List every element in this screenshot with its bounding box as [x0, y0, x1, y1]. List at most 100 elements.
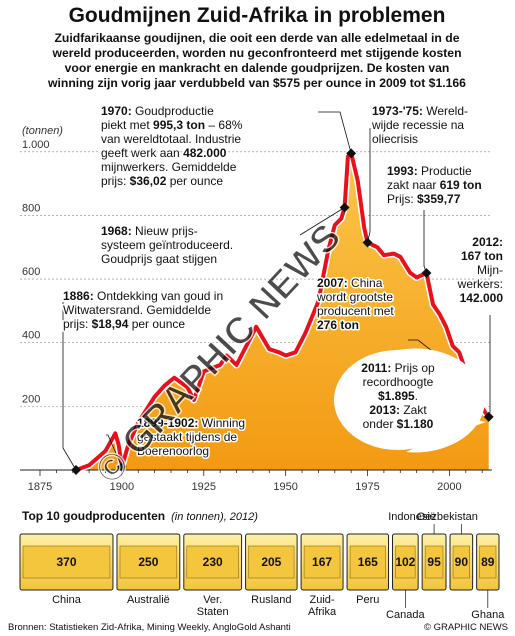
- annotation-line: onder $1.180: [363, 417, 434, 431]
- bar-inner: [119, 545, 178, 579]
- annotation-text: 1886:: [63, 289, 94, 303]
- annotation-text: – 68%: [205, 118, 243, 132]
- y-tick-label: 800: [22, 202, 40, 214]
- annotation-text: Zakt: [400, 403, 427, 417]
- annotation-1973: 1973-'75: Wereld-wijde recessie naoliecr…: [370, 103, 470, 148]
- annotation-line: Boerenoorlog: [137, 444, 209, 458]
- annotation-text: Winning: [198, 416, 245, 430]
- y-tick-label: 200: [22, 393, 40, 405]
- annotation-text: producent met: [317, 304, 394, 318]
- annotation-text: 2011:: [361, 361, 391, 375]
- intro-line: Zuidfarikaanse goudijnen, die ooit een d…: [54, 31, 459, 45]
- bar-inner: [248, 545, 295, 579]
- annotation-text: van wereldtotaal. Industrie: [101, 132, 241, 146]
- intro-line: winning zijn vorig jaar verdubbeld van $…: [47, 76, 466, 90]
- event-marker: [339, 202, 350, 213]
- leader-line: [318, 111, 352, 154]
- annotation-1968: 1968: Nieuw prijs-systeem geïntroduceerd…: [100, 223, 235, 268]
- leader-line: [106, 434, 123, 467]
- y-axis-ticks: 200 400 600 800 1.000: [22, 139, 50, 406]
- annotation-line: 167 ton: [461, 249, 503, 263]
- bar-inner: [349, 545, 386, 579]
- annotation-line: 1973-'75: Wereld-: [372, 104, 468, 118]
- annotation-text: 1993:: [387, 164, 418, 178]
- annotation-line: geeft werk aan 482.000: [101, 146, 227, 160]
- annotation-line: zakt naar 619 ton: [387, 178, 482, 192]
- annotation-text: 167 ton: [461, 249, 503, 263]
- annotation-text: China: [348, 276, 383, 290]
- leader-line: [299, 207, 345, 236]
- bar-chart-title-text: Top 10 goudproducenten: [22, 509, 165, 523]
- annotation-line: systeem geïntroduceerd.: [101, 238, 233, 252]
- annotation-text: 482.000: [183, 146, 227, 160]
- bar-category-label: China: [52, 594, 82, 606]
- annotation-line: gestaakt tijdens de: [137, 430, 237, 444]
- x-tick-label: 1925: [192, 481, 216, 493]
- annotation-line: 1886: Ontdekking van goud in: [63, 289, 223, 303]
- annotation-line: 1968: Nieuw prijs-: [101, 224, 198, 238]
- leader-line: [62, 302, 77, 471]
- annotation-text: piekt met: [101, 118, 153, 132]
- bar-category-label: Indonesië: [388, 511, 436, 523]
- bar-category-label: Ghana: [471, 609, 505, 621]
- annotation-text: 2012:: [472, 235, 503, 249]
- x-axis: 1875 1900 1925 1950 1975 2000: [20, 469, 492, 493]
- annotation-text: Prijs:: [387, 192, 417, 206]
- bar-value-label: 95: [427, 555, 441, 569]
- leader-line: [423, 210, 427, 274]
- bar-inner: [395, 545, 416, 579]
- bar-category-label: Ver.: [203, 594, 222, 606]
- annotation-line: wijde recessie na: [371, 118, 464, 132]
- intro-line: voor energie en mankracht en dalende gou…: [65, 61, 450, 75]
- bar-value-label: 370: [56, 555, 76, 569]
- annotation-text: mijnwerkers. Gemiddelde: [101, 160, 237, 174]
- annotation-1886: 1886: Ontdekking van goud inWitwatersran…: [62, 288, 225, 333]
- annotation-text: gestaakt tijdens de: [137, 430, 237, 444]
- bar-value-label: 90: [455, 555, 469, 569]
- bar-category-label: Afrika: [308, 606, 337, 618]
- annotation-line: $1.895.: [378, 389, 418, 403]
- leader-line: [488, 315, 491, 417]
- annotation-line: 2012:: [472, 235, 503, 249]
- annotation-line: 2013: Zakt: [369, 403, 427, 417]
- intro-text: Zuidfarikaanse goudijnen, die ooit een d…: [47, 31, 466, 90]
- annotation-text: onder: [363, 417, 397, 431]
- y-tick-label: 600: [22, 266, 40, 278]
- annotation-line: Goudprijs gaat stijgen: [101, 252, 217, 266]
- bar-category-label: Canada: [386, 609, 425, 621]
- bar-category-label: Oezbekistan: [417, 511, 478, 523]
- leader-line: [367, 128, 371, 243]
- annotation-text: Goudprijs gaat stijgen: [101, 252, 217, 266]
- annotation-text: 619 ton: [440, 178, 482, 192]
- annotation-line: prijs: $36,02 per ounce: [101, 174, 223, 188]
- annotation-line: recordhoogte: [363, 375, 434, 389]
- annotation-text: 142.000: [460, 291, 504, 305]
- bar-category-label: Rusland: [251, 594, 291, 606]
- bar-value-label: 230: [203, 555, 223, 569]
- annotation-line: 2011: Prijs op: [361, 361, 435, 375]
- annotation-leaders: [62, 111, 494, 475]
- y-axis-label: (tonnen): [22, 125, 63, 137]
- callout-bubble-body: [334, 350, 462, 450]
- annotation-line: 1993: Productie: [387, 164, 472, 178]
- annotation-text: Witwatersrand. Gemiddelde: [63, 303, 211, 317]
- annotation-line: prijs: $18,94 per ounce: [63, 317, 185, 331]
- x-tick-label: 1975: [355, 481, 379, 493]
- annotation-line: 276 ton: [317, 318, 359, 332]
- annotation-text: 276 ton: [317, 318, 359, 332]
- annotation-line: Prijs: $359,77: [387, 192, 461, 206]
- annotation-text: Mijn-: [477, 263, 503, 277]
- annotation-line: 1899-1902: Winning: [137, 416, 245, 430]
- annotation-text: .: [415, 389, 418, 403]
- x-tick-label: 1875: [28, 481, 52, 493]
- annotation-text: 2013:: [369, 403, 400, 417]
- bar-inner: [424, 545, 444, 579]
- bar-value-label: 167: [312, 555, 332, 569]
- bar-chart-title: Top 10 goudproducenten (in tonnen), 2012): [22, 509, 258, 523]
- annotation-text: $1.180: [397, 417, 434, 431]
